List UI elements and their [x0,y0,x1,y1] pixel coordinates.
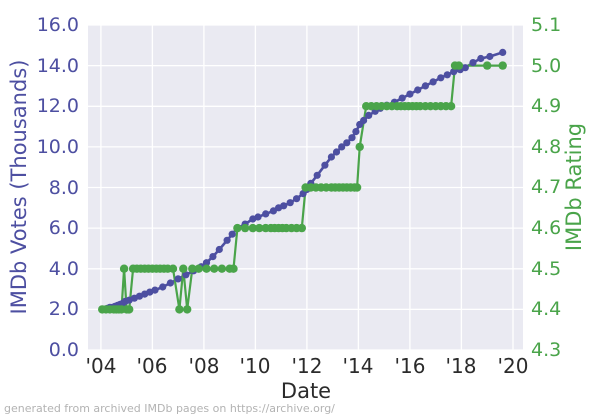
x-axis-tick-label: '10 [239,354,271,378]
x-axis-tick-label: '14 [342,354,374,378]
right-axis-tick-label: 4.4 [531,298,562,320]
x-axis-tick-label: '16 [394,354,426,378]
right-axis-tick-label: 4.3 [531,339,562,361]
left-axis-tick-label: 0.0 [48,339,79,361]
right-axis-title: IMDb Rating [562,122,586,252]
right-axis-tick-label: 4.6 [531,217,562,239]
left-axis-title: IMDb Votes (Thousands) [7,59,31,315]
x-axis-title: Date [280,379,332,403]
left-axis-tick-label: 8.0 [48,177,79,199]
right-axis-tick-label: 4.5 [531,258,562,280]
left-axis-tick-label: 2.0 [48,298,79,320]
x-axis-tick-label: '20 [497,354,529,378]
left-axis-tick-label: 16.0 [36,14,79,36]
right-axis-tick-label: 5.1 [531,14,562,36]
left-axis-tick-label: 14.0 [36,55,79,77]
x-axis-tick-label: '04 [85,354,117,378]
x-axis-tick-label: '18 [445,354,477,378]
left-axis-tick-label: 4.0 [48,258,79,280]
x-axis-tick-label: '12 [291,354,323,378]
x-axis-tick-label: '06 [136,354,168,378]
plot-area [88,25,523,350]
right-axis-tick-label: 5.0 [531,55,562,77]
left-axis-tick-label: 12.0 [36,95,79,117]
source-credit-text: generated from archived IMDb pages on ht… [4,402,335,415]
left-axis-tick-label: 10.0 [36,136,79,158]
right-axis-tick-label: 4.9 [531,95,562,117]
left-axis-tick-label: 6.0 [48,217,79,239]
right-axis-tick-label: 4.7 [531,176,562,198]
x-axis-tick-label: '08 [188,354,220,378]
right-axis-tick-label: 4.8 [531,136,562,158]
